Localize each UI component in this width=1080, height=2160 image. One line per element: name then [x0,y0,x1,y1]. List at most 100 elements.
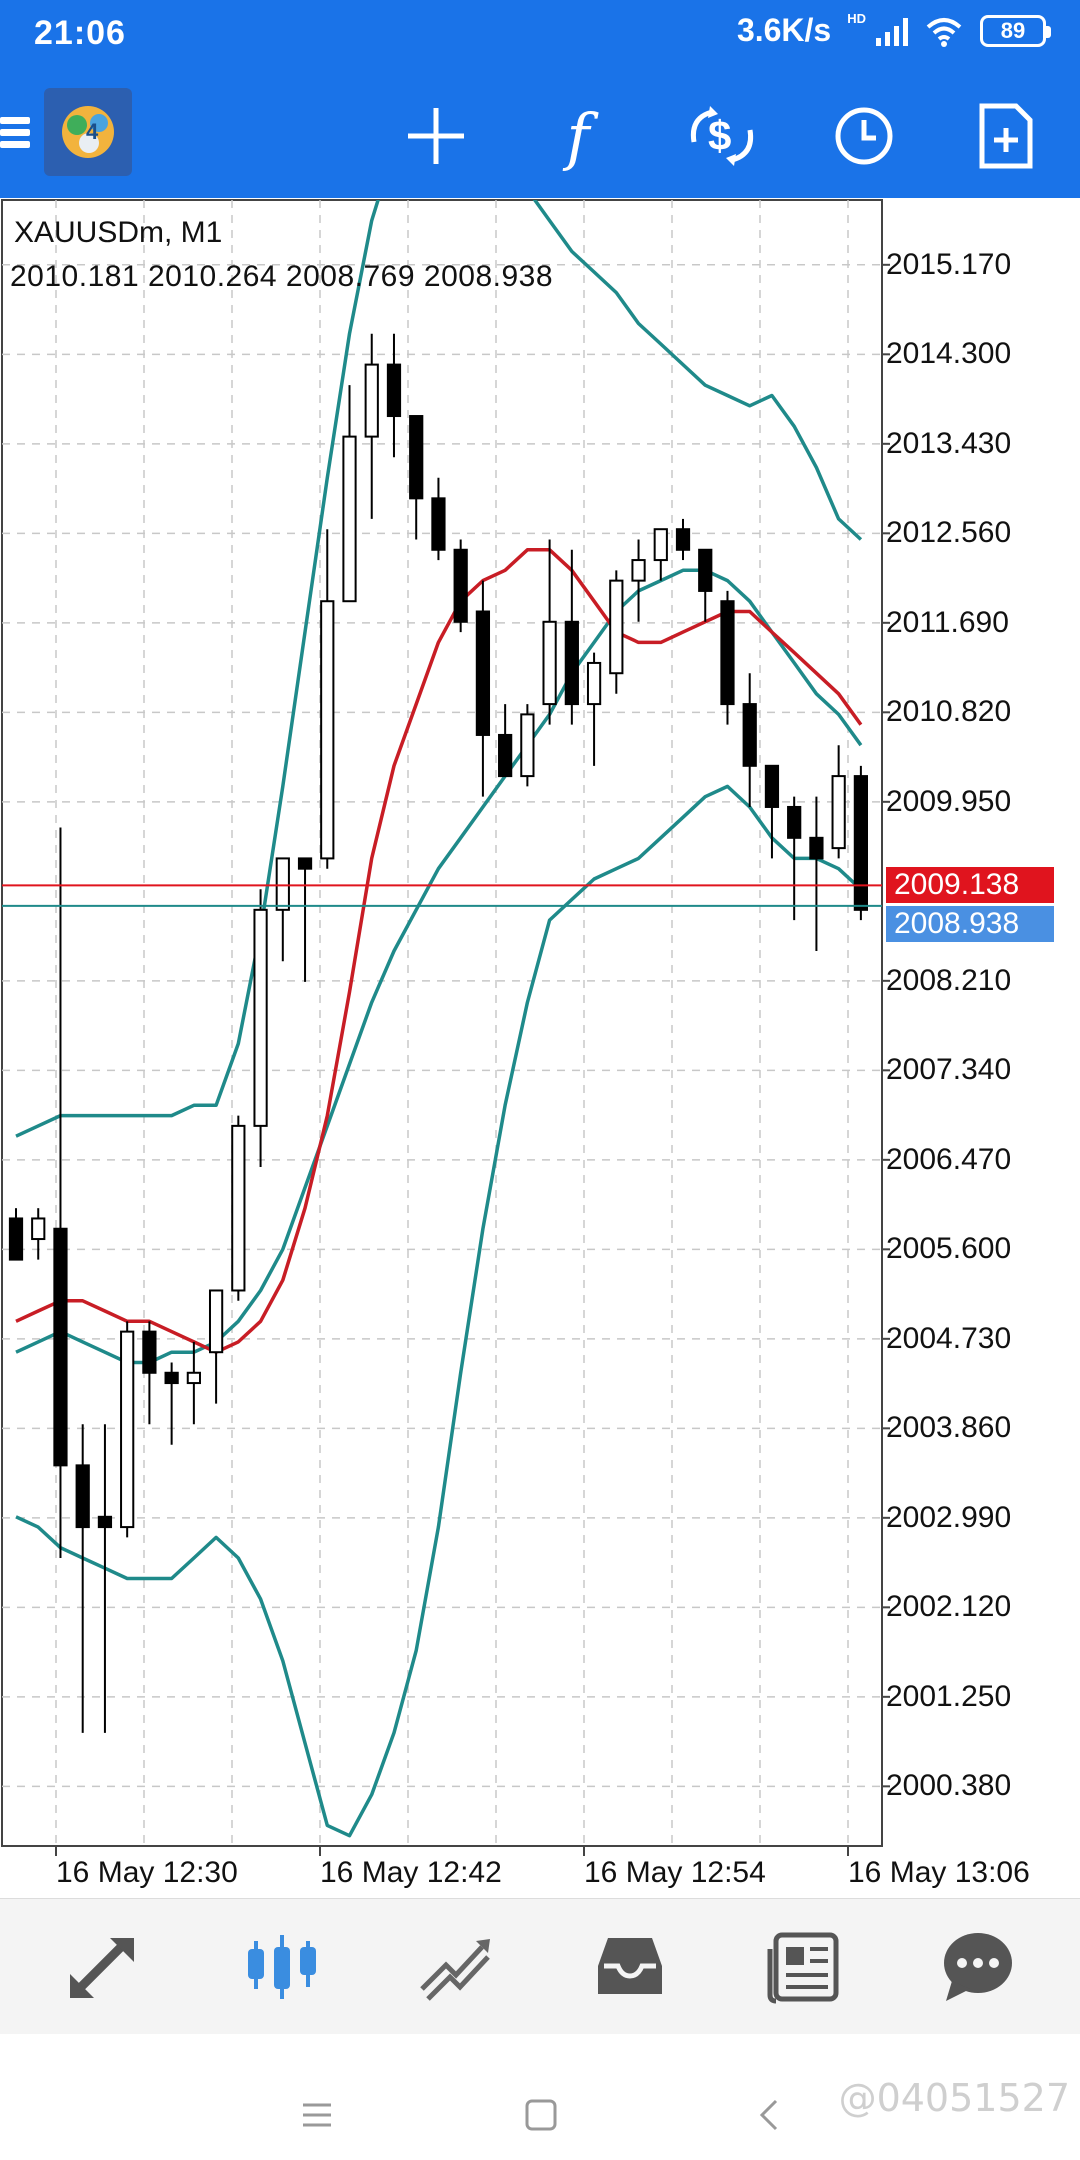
candle-bullish [520,713,535,778]
candle-bullish [186,1371,201,1385]
candle-bullish [542,620,557,706]
bollinger-lower-line [15,784,863,1838]
bid-price-tag: 2008.938 [886,905,1054,942]
wifi-icon [926,17,962,47]
candle-bearish [809,836,824,860]
bollinger-upper-line [15,200,863,1138]
price-axis-label: 2003.860 [886,1411,1012,1445]
battery-indicator: 89 [980,14,1051,47]
candle-bullish [120,1330,135,1529]
price-axis-label: 2004.730 [886,1321,1012,1355]
candle-bullish [364,363,379,438]
price-axis-label: 2005.600 [886,1232,1012,1266]
candle-bearish [386,363,402,418]
new-document-icon[interactable] [966,96,1046,176]
status-indicators: 3.6K/s HD 89 [736,11,1051,49]
candle-bearish [409,415,424,500]
quotes-icon[interactable] [58,1919,154,2015]
candle-bullish [586,661,602,706]
candle-bullish [831,775,846,850]
price-axis-label: 2015.170 [886,247,1012,281]
back-icon[interactable] [744,2090,794,2140]
chart-series-group [2,200,882,1838]
candle-bullish [31,1217,46,1241]
metatrader-logo-icon: 4 [62,106,114,158]
network-speed: 3.6K/s [736,12,832,48]
plot-frame [1,199,883,1847]
price-axis-label: 2006.470 [886,1142,1012,1176]
price-axis-label: 2002.120 [886,1590,1012,1624]
candle-bullish [275,857,290,911]
menu-icon[interactable] [0,104,30,160]
crosshair-icon[interactable] [396,96,476,176]
top-header: 21:06 3.6K/s HD 89 4 f [0,0,1080,198]
clock-icon[interactable] [824,96,904,176]
price-axis-label: 2013.430 [886,426,1012,460]
candle-bearish [431,497,446,551]
trade-dollar-icon[interactable]: $ [682,96,762,176]
signal-icon [876,16,908,46]
home-icon[interactable] [516,2090,566,2140]
candle-bearish [475,610,491,736]
candle-bearish [675,528,691,551]
status-time: 21:06 [34,14,126,52]
candle-bearish [8,1217,24,1261]
candle-bullish [609,579,624,675]
time-label: 16 May 12:30 [56,1856,238,1889]
bollinger-middle-line [15,568,863,1365]
ask-price-tag: 2009.138 [886,867,1054,904]
price-chart[interactable] [0,198,1080,1898]
price-axis-label: 2008.210 [886,963,1012,997]
app-logo[interactable]: 4 [44,88,132,176]
menu-icon[interactable] [292,2090,342,2140]
price-axis-label: 2011.690 [886,605,1009,639]
candle-bearish [787,805,802,839]
candle-bearish [75,1464,90,1529]
chart-symbol-title: XAUUSDm, M1 [14,216,223,249]
price-axis-label: 2012.560 [886,516,1012,550]
candle-bearish [164,1371,179,1385]
time-label: 16 May 13:06 [848,1856,1030,1889]
candle-bearish [53,1227,68,1467]
candle-bullish [342,435,357,603]
svg-text:4: 4 [86,119,99,144]
chart-ohlc-values: 2010.181 2010.264 2008.769 2008.938 [10,260,554,293]
price-axis-label: 2010.820 [886,695,1012,729]
candle-bearish [498,733,513,778]
price-axis-label: 2009.950 [886,784,1012,818]
candle-bullish [208,1289,224,1354]
chat-icon[interactable] [930,1919,1026,2015]
candle-bearish [742,703,757,767]
candle-bullish [253,908,268,1127]
price-axis-label: 2000.380 [886,1769,1012,1803]
price-axis-label: 2007.340 [886,1053,1012,1087]
watermark: @04051527 [838,2076,1070,2120]
price-axis-label: 2002.990 [886,1500,1012,1534]
candle-bearish [453,548,468,623]
bottom-navigation [0,1898,1080,2034]
function-icon[interactable]: f [538,96,618,176]
candle-bullish [631,559,646,582]
candle-bearish [297,857,313,870]
svg-text:$: $ [708,112,731,159]
candle-bearish [698,548,713,592]
history-icon[interactable] [582,1919,678,2015]
news-icon[interactable] [756,1919,852,2015]
hd-badge: HD [847,11,866,26]
function-glyph: f [566,99,590,173]
time-label: 16 May 12:42 [320,1856,502,1889]
candle-bearish [564,620,579,706]
candle-bearish [853,775,868,911]
candle-bearish [97,1515,113,1529]
candle-bearish [142,1330,157,1374]
candle-bullish [320,600,335,860]
trade-icon[interactable] [408,1919,504,2015]
moving-average-line [15,548,863,1354]
chart-icon[interactable] [234,1919,330,2015]
price-axis-label: 2014.300 [886,337,1012,371]
candle-bearish [720,600,735,706]
candle-bullish [653,528,668,562]
system-navigation-bar [0,2034,1080,2160]
candle-bullish [231,1124,246,1292]
candle-bearish [764,764,780,808]
